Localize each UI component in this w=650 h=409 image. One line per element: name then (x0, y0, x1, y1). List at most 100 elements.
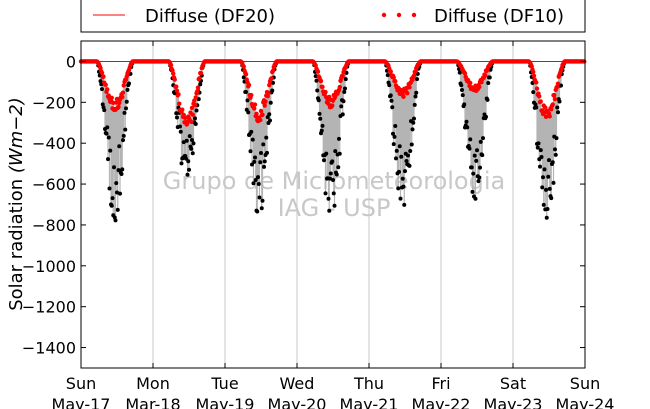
black-point (122, 110, 127, 115)
red-point (265, 93, 270, 99)
black-point (409, 142, 414, 147)
red-point (552, 96, 558, 102)
black-point (546, 174, 551, 179)
black-point (319, 128, 324, 133)
black-point (318, 116, 323, 121)
y-axis-label-unit: (Wm−2) (6, 97, 27, 173)
red-point (258, 108, 264, 114)
black-point (191, 141, 196, 146)
x-tick-label-day-4: Thu (353, 374, 384, 393)
black-point (270, 88, 275, 93)
y-tick-label-6: −1200 (22, 298, 76, 317)
black-point (104, 131, 109, 136)
black-point (256, 175, 260, 180)
red-point (189, 105, 195, 111)
red-point (249, 92, 254, 98)
red-point (260, 112, 265, 117)
black-point (258, 160, 263, 165)
black-point (467, 146, 472, 151)
red-point (555, 81, 561, 86)
black-point (328, 176, 332, 181)
red-point (197, 76, 202, 81)
black-point (331, 178, 335, 183)
black-point (174, 111, 179, 116)
red-point (315, 69, 321, 74)
red-point (323, 89, 328, 95)
x-tick-label-day-1: Mon (136, 374, 170, 393)
black-point (178, 124, 182, 129)
black-point (336, 165, 341, 170)
black-point (397, 169, 401, 174)
black-point (190, 137, 194, 142)
black-point (250, 162, 254, 167)
black-point (389, 98, 394, 103)
red-point (252, 106, 257, 111)
x-tick-label-day-6: Sat (500, 374, 526, 393)
black-point (249, 129, 254, 134)
black-point (556, 110, 560, 115)
black-point (121, 138, 125, 143)
black-point (399, 154, 404, 159)
black-point (343, 86, 347, 91)
black-point (181, 140, 186, 145)
black-point (100, 87, 104, 92)
black-point (480, 153, 485, 158)
x-tick-label-date-6: May-23 (484, 395, 543, 409)
red-point (340, 73, 345, 79)
red-point (391, 75, 396, 80)
black-point (544, 187, 548, 192)
x-tick-label-date-3: May-20 (268, 395, 327, 409)
black-point (316, 98, 321, 103)
y-tick-label-5: −1000 (22, 257, 76, 276)
legend-swatch-df10-dot-1 (381, 12, 387, 18)
red-point (468, 80, 473, 86)
red-point (195, 89, 200, 94)
black-point (123, 127, 128, 132)
red-point (106, 93, 111, 98)
legend-swatch-df10-dot-3 (411, 12, 417, 18)
black-point (547, 186, 552, 191)
black-point (332, 203, 337, 208)
black-point (557, 99, 562, 104)
black-point (412, 116, 416, 121)
red-point (337, 84, 342, 90)
red-point (405, 90, 410, 96)
black-point (391, 142, 396, 147)
black-point (259, 151, 263, 156)
red-point (180, 107, 185, 112)
red-point (413, 69, 418, 74)
red-point (121, 83, 126, 88)
x-tick-label-day-2: Tue (210, 374, 238, 393)
red-point (320, 84, 325, 90)
black-point (535, 145, 540, 150)
black-point (470, 189, 475, 194)
black-point (187, 134, 192, 139)
red-point (531, 73, 537, 78)
black-point (542, 167, 547, 172)
black-point (487, 75, 492, 80)
legend-label-df10: Diffuse (DF10) (434, 6, 564, 27)
red-point (543, 114, 549, 119)
black-point (330, 159, 335, 164)
black-point (540, 185, 545, 190)
black-point (115, 190, 119, 195)
black-point (250, 137, 255, 142)
red-point (270, 68, 276, 74)
red-point (318, 78, 324, 84)
y-axis: 0 −200 −400 −600 −800 −1000 −1200 −1400 (22, 52, 585, 358)
black-point (328, 171, 333, 176)
black-point (187, 167, 191, 172)
black-point (119, 172, 124, 177)
x-tick-label-day-3: Wed (280, 374, 315, 393)
black-point (322, 158, 326, 163)
black-point (398, 196, 403, 201)
black-point (393, 123, 398, 128)
red-point (168, 62, 174, 68)
red-point (198, 70, 204, 76)
red-point (172, 77, 177, 82)
black-point (124, 106, 128, 111)
vertical-gridlines (152, 41, 514, 368)
black-point (406, 153, 410, 158)
red-point (547, 114, 552, 119)
